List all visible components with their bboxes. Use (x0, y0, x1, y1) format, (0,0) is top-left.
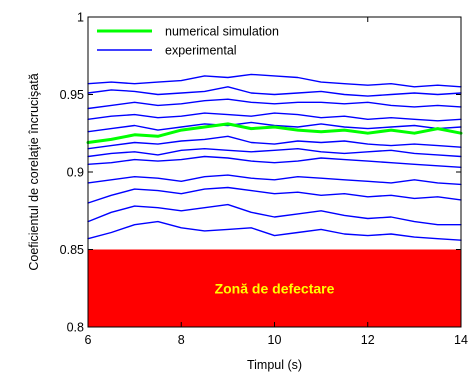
series-experimental-8 (87, 155, 462, 168)
legend: numerical simulation experimental (89, 17, 334, 67)
series-experimental-11 (87, 203, 462, 226)
series-experimental-9 (87, 174, 462, 186)
x-axis-title: Timpul (s) (247, 358, 302, 372)
failure-zone-label: Zonă de defectare (215, 280, 335, 296)
x-tick-label-0: 6 (85, 333, 92, 347)
series-experimental-10 (87, 186, 462, 204)
y-tick-label-1: 0.85 (60, 243, 84, 257)
x-tick-label-3: 12 (361, 333, 375, 347)
failure-zone (88, 249, 461, 327)
legend-label-numerical-simulation: numerical simulation (165, 25, 279, 39)
series-layer (86, 73, 463, 241)
series-experimental-2 (87, 86, 462, 97)
legend-label-experimental: experimental (165, 44, 237, 58)
series-numerical-simulation (86, 122, 463, 144)
y-tick-label-4: 1 (77, 11, 84, 25)
legend-box (89, 17, 334, 67)
series-experimental-6 (87, 135, 462, 150)
series-experimental-3 (87, 98, 462, 110)
series-experimental-12 (87, 220, 462, 241)
series-experimental-4 (87, 112, 462, 122)
y-tick-label-0: 0.8 (67, 321, 84, 335)
x-tick-label-4: 14 (454, 333, 468, 347)
x-tick-label-1: 8 (178, 333, 185, 347)
axis-layer: 6 8 10 12 14 0.8 0.85 0.9 0.95 1 (60, 11, 468, 348)
y-tick-label-2: 0.9 (67, 166, 84, 180)
series-experimental-1 (87, 73, 462, 88)
y-tick-label-3: 0.95 (60, 88, 84, 102)
series-experimental-7 (87, 148, 462, 158)
x-tick-label-2: 10 (268, 333, 282, 347)
y-axis-title: Coeficientul de corelaţie încrucişată (27, 73, 41, 270)
